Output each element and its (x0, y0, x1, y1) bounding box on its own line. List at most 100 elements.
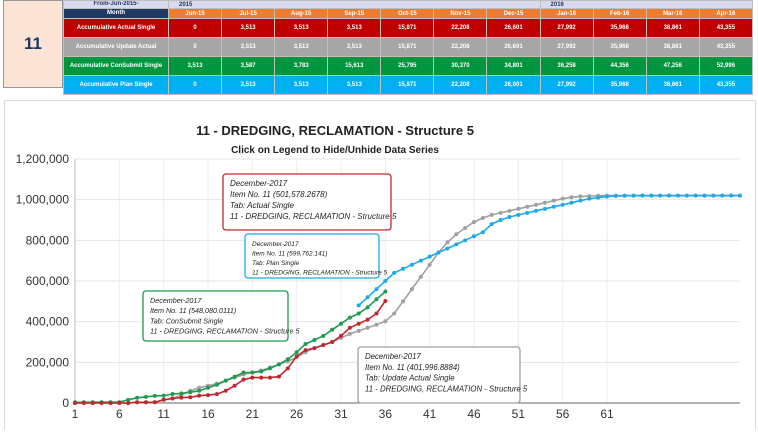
data-point-consubmit[interactable] (294, 350, 299, 355)
data-point-consubmit[interactable] (347, 315, 352, 320)
data-point-plan[interactable] (605, 194, 609, 199)
data-point-update[interactable] (472, 220, 476, 225)
data-point-actual[interactable] (268, 375, 273, 380)
data-point-plan[interactable] (631, 193, 636, 198)
data-point-consubmit[interactable] (374, 297, 379, 302)
data-point-update[interactable] (498, 210, 503, 215)
data-point-update[interactable] (374, 322, 379, 327)
data-point-plan[interactable] (525, 210, 530, 215)
data-point-consubmit[interactable] (214, 382, 219, 387)
data-point-consubmit[interactable] (330, 327, 335, 332)
data-point-update[interactable] (356, 328, 361, 333)
data-point-update[interactable] (507, 208, 512, 213)
data-point-actual[interactable] (374, 311, 379, 316)
data-point-plan[interactable] (569, 200, 574, 205)
data-point-actual[interactable] (223, 388, 228, 393)
data-point-consubmit[interactable] (241, 370, 246, 375)
data-point-actual[interactable] (383, 299, 388, 304)
data-point-update[interactable] (560, 196, 565, 201)
data-point-consubmit[interactable] (356, 311, 361, 316)
data-point-actual[interactable] (73, 401, 77, 405)
data-point-update[interactable] (534, 202, 539, 207)
data-point-actual[interactable] (206, 393, 210, 398)
data-point-consubmit[interactable] (135, 395, 140, 400)
data-point-consubmit[interactable] (303, 342, 308, 347)
data-point-update[interactable] (578, 194, 583, 199)
data-point-actual[interactable] (356, 321, 361, 326)
data-point-actual[interactable] (365, 317, 370, 322)
data-point-consubmit[interactable] (179, 391, 184, 396)
data-point-consubmit[interactable] (321, 333, 326, 338)
data-point-update[interactable] (197, 385, 202, 390)
series-line-plan[interactable] (358, 194, 740, 306)
data-point-actual[interactable] (179, 395, 184, 400)
data-point-plan[interactable] (587, 196, 592, 201)
data-point-actual[interactable] (197, 393, 202, 398)
data-point-update[interactable] (401, 299, 406, 304)
data-point-plan[interactable] (480, 230, 485, 235)
data-point-consubmit[interactable] (312, 337, 317, 342)
data-point-plan[interactable] (551, 204, 556, 209)
data-point-plan[interactable] (578, 198, 583, 203)
data-point-plan[interactable] (649, 193, 654, 198)
data-point-plan[interactable] (463, 238, 468, 243)
data-point-consubmit[interactable] (276, 362, 281, 367)
data-point-update[interactable] (454, 232, 459, 237)
data-point-consubmit[interactable] (223, 378, 228, 383)
data-point-plan[interactable] (516, 212, 521, 217)
data-point-actual[interactable] (339, 333, 343, 338)
data-point-update[interactable] (542, 200, 547, 205)
data-point-plan[interactable] (498, 218, 503, 222)
data-point-update[interactable] (525, 204, 530, 209)
data-point-update[interactable] (516, 206, 521, 211)
data-point-plan[interactable] (729, 193, 734, 198)
data-point-plan[interactable] (622, 193, 627, 198)
data-point-plan[interactable] (534, 208, 539, 213)
data-point-consubmit[interactable] (259, 369, 264, 374)
data-point-actual[interactable] (135, 400, 140, 405)
data-point-actual[interactable] (330, 340, 335, 344)
data-point-plan[interactable] (560, 202, 565, 207)
data-point-plan[interactable] (658, 193, 663, 198)
data-point-update[interactable] (383, 319, 388, 324)
data-point-update[interactable] (463, 226, 468, 231)
data-point-plan[interactable] (542, 206, 547, 211)
data-point-plan[interactable] (409, 262, 414, 267)
data-point-plan[interactable] (383, 279, 388, 284)
data-point-update[interactable] (480, 215, 485, 220)
data-point-consubmit[interactable] (285, 357, 290, 362)
data-point-actual[interactable] (250, 375, 255, 380)
data-point-plan[interactable] (365, 295, 370, 300)
data-point-plan[interactable] (667, 193, 672, 198)
data-point-actual[interactable] (188, 395, 193, 400)
data-point-actual[interactable] (161, 397, 166, 402)
data-point-update[interactable] (392, 311, 397, 316)
data-point-update[interactable] (409, 287, 414, 292)
data-point-plan[interactable] (356, 303, 361, 308)
data-point-actual[interactable] (285, 366, 290, 371)
data-point-consubmit[interactable] (365, 305, 370, 310)
data-point-actual[interactable] (321, 343, 326, 348)
data-point-consubmit[interactable] (161, 393, 166, 398)
data-point-plan[interactable] (454, 242, 459, 247)
data-point-plan[interactable] (702, 193, 707, 198)
data-point-plan[interactable] (693, 193, 698, 198)
data-point-actual[interactable] (170, 396, 175, 401)
data-point-update[interactable] (365, 325, 370, 330)
data-point-actual[interactable] (312, 346, 317, 351)
data-point-update[interactable] (551, 198, 556, 203)
chart-series[interactable] (73, 193, 742, 405)
data-point-actual[interactable] (81, 401, 86, 405)
data-point-consubmit[interactable] (143, 394, 148, 399)
data-point-plan[interactable] (640, 193, 645, 198)
data-point-consubmit[interactable] (339, 321, 343, 326)
data-point-update[interactable] (427, 262, 432, 267)
data-point-consubmit[interactable] (197, 388, 202, 393)
data-point-plan[interactable] (374, 287, 379, 292)
data-point-consubmit[interactable] (250, 370, 255, 375)
data-point-update[interactable] (569, 195, 574, 200)
data-point-update[interactable] (445, 240, 450, 245)
data-point-update[interactable] (347, 331, 352, 336)
data-point-plan[interactable] (675, 193, 680, 198)
data-point-actual[interactable] (294, 354, 299, 359)
